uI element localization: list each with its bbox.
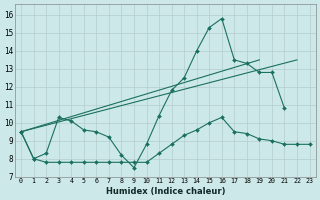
X-axis label: Humidex (Indice chaleur): Humidex (Indice chaleur) bbox=[106, 187, 225, 196]
